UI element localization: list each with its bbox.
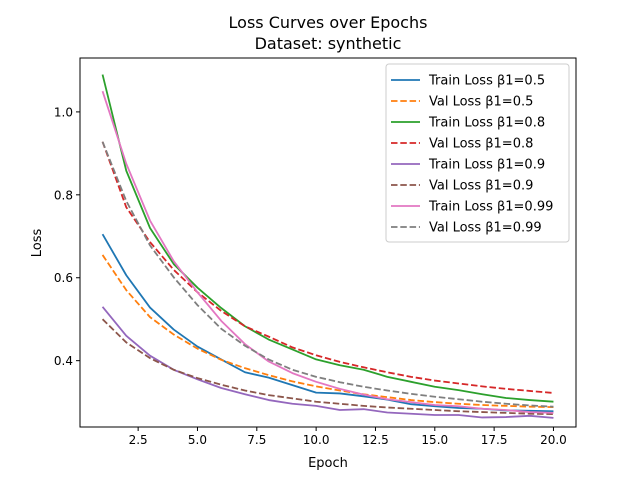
- x-tick-label: 17.5: [481, 433, 508, 447]
- legend-label: Train Loss β1=0.9: [428, 158, 545, 173]
- series-line-val-loss-1-0-8: [101, 141, 554, 394]
- legend-label: Train Loss β1=0.8: [428, 116, 545, 131]
- legend-label: Val Loss β1=0.5: [429, 95, 533, 110]
- series-line-train-loss-1-0-8: [101, 74, 554, 403]
- chart-title: Loss Curves over Epochs: [229, 13, 428, 32]
- legend-box: [385, 63, 570, 243]
- y-axis: 0.4 0.6 0.8 1.0: [54, 105, 80, 368]
- x-axis-label: Epoch: [308, 456, 348, 471]
- legend-label: Val Loss β1=0.8: [429, 137, 533, 152]
- legend-label: Train Loss β1=0.99: [428, 200, 553, 215]
- legend-label: Train Loss β1=0.5: [428, 74, 545, 89]
- x-tick-label: 10.0: [303, 433, 330, 447]
- x-tick-label: 2.5: [129, 433, 148, 447]
- y-tick-label: 0.8: [54, 188, 73, 202]
- series-line-val-loss-1-0-5: [101, 254, 554, 408]
- x-tick-label: 7.5: [247, 433, 266, 447]
- y-tick-label: 0.6: [54, 271, 73, 285]
- y-tick-label: 0.4: [54, 354, 73, 368]
- plot-area: [101, 74, 554, 419]
- x-tick-label: 5.0: [188, 433, 207, 447]
- plot-frame: [79, 57, 577, 428]
- series-line-val-loss-1-0-9: [101, 318, 554, 416]
- series-line-val-loss-1-0-99: [101, 141, 554, 408]
- legend-label: Val Loss β1=0.9: [429, 179, 533, 194]
- y-axis-label: Loss: [30, 229, 45, 258]
- legend-label: Val Loss β1=0.99: [429, 221, 542, 236]
- series-line-train-loss-1-0-99: [101, 90, 554, 414]
- x-tick-label: 15.0: [421, 433, 448, 447]
- legend: Train Loss β1=0.5 Val Loss β1=0.5 Train Lo…: [385, 63, 570, 243]
- y-tick-label: 1.0: [54, 105, 73, 119]
- series-line-train-loss-1-0-9: [101, 306, 554, 419]
- x-tick-label: 12.5: [362, 433, 389, 447]
- chart-subtitle: Dataset: synthetic: [255, 34, 402, 53]
- x-tick-label: 20.0: [540, 433, 567, 447]
- x-axis: 2.5 5.0 7.5 10.0 12.5 15.0 17.5 20.0: [129, 427, 567, 447]
